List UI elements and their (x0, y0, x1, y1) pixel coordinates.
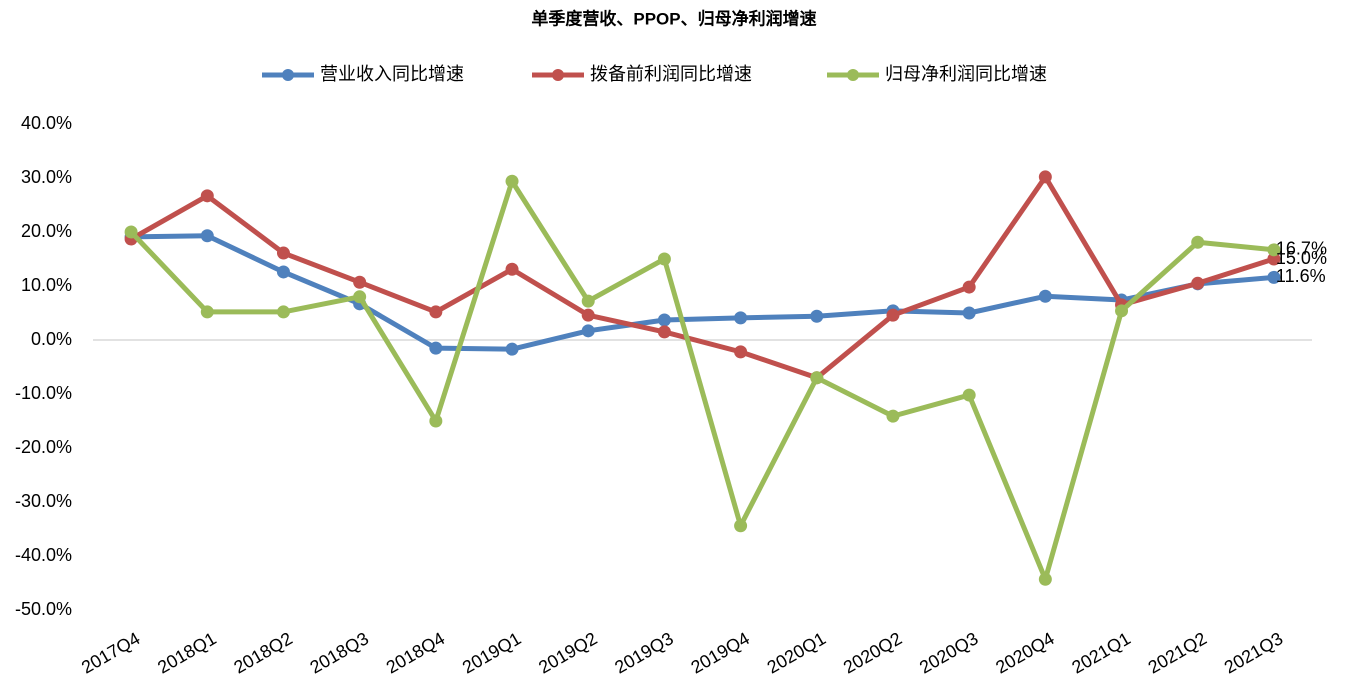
point (1038, 170, 1052, 184)
data-label: 11.6% (1276, 266, 1326, 286)
y-tick-label: -30.0% (15, 491, 72, 511)
y-tick-label: -40.0% (15, 545, 72, 565)
point (734, 519, 748, 533)
x-tick-label: 2020Q3 (916, 628, 981, 677)
x-tick-label: 2019Q3 (611, 628, 676, 677)
x-tick-label: 2021Q3 (1221, 628, 1286, 677)
y-tick-label: 30.0% (21, 167, 72, 187)
point (810, 371, 824, 385)
series-line (129, 174, 1275, 381)
point (276, 305, 290, 319)
y-tick-label: 10.0% (21, 275, 72, 295)
point (1267, 270, 1281, 284)
x-tick-label: 2019Q1 (459, 628, 524, 677)
legend-marker (552, 69, 564, 81)
series-line (131, 233, 1275, 352)
point (1267, 252, 1281, 266)
point (276, 246, 290, 260)
point (505, 342, 519, 356)
point (505, 174, 519, 188)
point (657, 325, 671, 339)
x-tick-label: 2018Q2 (230, 628, 295, 677)
y-tick-label: -20.0% (15, 437, 72, 457)
point (276, 265, 290, 279)
legend-label: 拨备前利润同比增速 (590, 64, 752, 84)
point (1038, 289, 1052, 303)
series-line (129, 178, 1275, 582)
y-tick-label: 40.0% (21, 113, 72, 133)
legend-marker (847, 69, 859, 81)
y-tick-label: -50.0% (15, 599, 72, 619)
legend-marker (282, 69, 294, 81)
point (657, 252, 671, 266)
x-tick-label: 2017Q4 (78, 628, 143, 677)
x-tick-label: 2019Q2 (535, 628, 600, 677)
x-tick-label: 2020Q1 (764, 628, 829, 677)
point (200, 305, 214, 319)
legend-label: 营业收入同比增速 (320, 64, 464, 84)
point (353, 290, 367, 304)
legend-label: 归母净利润同比增速 (885, 64, 1047, 84)
point (734, 311, 748, 325)
point (1267, 243, 1281, 257)
data-label: 16.7% (1276, 239, 1327, 259)
point (734, 345, 748, 359)
point (581, 308, 595, 322)
y-tick-label: -10.0% (15, 383, 72, 403)
point (200, 229, 214, 243)
point (657, 313, 671, 327)
point (200, 189, 214, 203)
data-label: 15.0% (1276, 248, 1327, 268)
x-tick-label: 2021Q2 (1145, 628, 1210, 677)
point (810, 309, 824, 323)
point (353, 275, 367, 289)
y-tick-label: 20.0% (21, 221, 72, 241)
point (505, 262, 519, 276)
point (1191, 235, 1205, 249)
point (1038, 572, 1052, 586)
point (429, 341, 443, 355)
x-tick-label: 2021Q1 (1068, 628, 1133, 677)
point (962, 306, 976, 320)
y-tick-label: 0.0% (31, 329, 72, 349)
point (962, 388, 976, 402)
point (1115, 304, 1129, 318)
point (581, 324, 595, 338)
x-tick-label: 2018Q1 (154, 628, 219, 677)
x-tick-label: 2019Q4 (687, 628, 752, 677)
point (886, 409, 900, 423)
point (124, 225, 138, 239)
point (1191, 276, 1205, 290)
point (962, 280, 976, 294)
point (429, 305, 443, 319)
chart-title: 单季度营收、PPOP、归母净利润增速 (531, 8, 816, 28)
x-tick-label: 2018Q4 (383, 628, 448, 677)
point (429, 414, 443, 428)
x-tick-label: 2018Q3 (307, 628, 372, 677)
point (581, 294, 595, 308)
x-tick-label: 2020Q4 (992, 628, 1057, 677)
point (886, 308, 900, 322)
x-tick-label: 2020Q2 (840, 628, 905, 677)
